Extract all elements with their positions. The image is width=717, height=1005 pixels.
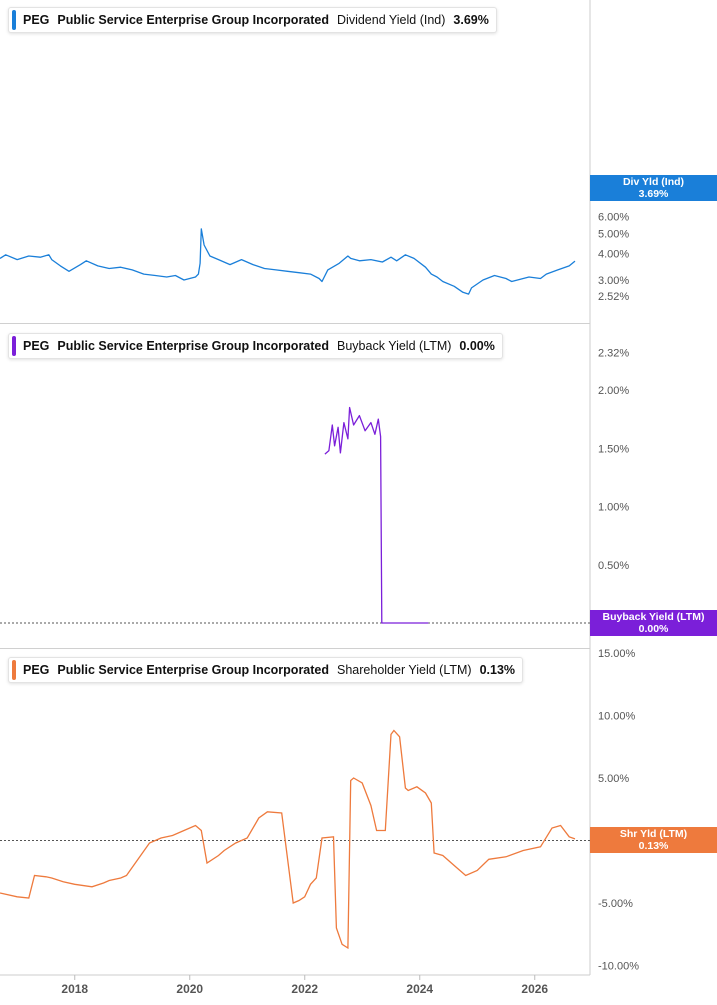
axes-layer — [0, 0, 591, 976]
shareholder-tag-value: 0.13% — [638, 840, 669, 852]
dividend-legend-company: Public Service Enterprise Group Incorpor… — [57, 13, 330, 27]
pane3-y-tick-label: -5.00% — [598, 898, 633, 910]
pane2-y-tick-label: 2.32% — [598, 348, 629, 360]
x-tick-label: 2024 — [406, 982, 433, 996]
x-axis-ticks: 2018 2020 2022 2024 2026 — [61, 975, 548, 996]
pane1-y-tick-label: 4.00% — [598, 249, 629, 261]
dividend-tag-label: Div Yld (Ind) — [622, 176, 685, 188]
shareholder-legend-swatch — [12, 660, 16, 680]
x-tick-label: 2018 — [61, 982, 88, 996]
dividend-legend-swatch — [12, 10, 16, 30]
x-tick-label: 2022 — [291, 982, 318, 996]
buyback-legend-value: 0.00% — [459, 339, 495, 353]
pane1-y-tick-label: 2.52% — [598, 291, 629, 303]
dividend-tag-value: 3.69% — [638, 188, 669, 200]
x-tick-label: 2020 — [176, 982, 203, 996]
pane1-y-tick-label: 3.00% — [598, 275, 629, 287]
pane1-y-tick-label: 6.00% — [598, 212, 629, 224]
pane3-y-tick-label: -10.00% — [598, 961, 639, 973]
pane3-y-ticks: 15.00%10.00%5.00%0.00%-5.00%-10.00% — [598, 648, 639, 973]
pane1-y-ticks: 6.00% 5.00% 4.00% 3.00% 2.52% — [598, 212, 629, 303]
pane3-y-tick-label: 5.00% — [598, 773, 629, 785]
dividend-legend: PEG Public Service Enterprise Group Inco… — [8, 7, 497, 33]
pane2-y-tick-label: 1.00% — [598, 502, 629, 514]
dividend-legend-metric: Dividend Yield (Ind) — [337, 13, 446, 27]
buyback-value-tag: Buyback Yield (LTM) 0.00% — [590, 610, 717, 636]
pane1-y-tick-label: 5.00% — [598, 228, 629, 240]
shareholder-legend-company: Public Service Enterprise Group Incorpor… — [57, 663, 330, 677]
shareholder-legend-metric: Shareholder Yield (LTM) — [337, 663, 472, 677]
buyback-legend-company: Public Service Enterprise Group Incorpor… — [57, 339, 330, 353]
dividend-value-tag: Div Yld (Ind) 3.69% — [590, 175, 717, 201]
shareholder-yield-line — [0, 729, 576, 950]
buyback-legend-swatch — [12, 336, 16, 356]
pane3-y-tick-label: 15.00% — [598, 648, 636, 660]
shareholder-legend: PEG Public Service Enterprise Group Inco… — [8, 657, 524, 683]
pane3-y-tick-label: 10.00% — [598, 711, 636, 723]
buyback-yield-line — [324, 406, 429, 624]
buyback-legend-ticker: PEG — [23, 339, 50, 353]
shareholder-legend-ticker: PEG — [23, 663, 50, 677]
buyback-tag-label: Buyback Yield (LTM) — [602, 611, 705, 623]
buyback-tag-value: 0.00% — [638, 623, 669, 635]
dividend-yield-line — [0, 228, 576, 295]
pane2-y-tick-label: 0.50% — [598, 560, 629, 572]
shareholder-tag-label: Shr Yld (LTM) — [619, 828, 688, 840]
shareholder-value-tag: Shr Yld (LTM) 0.13% — [590, 827, 717, 853]
pane2-y-ticks: 2.32% 2.00% 1.50% 1.00% 0.50% — [598, 348, 629, 572]
buyback-legend: PEG Public Service Enterprise Group Inco… — [8, 333, 503, 359]
buyback-legend-metric: Buyback Yield (LTM) — [337, 339, 452, 353]
dividend-legend-value: 3.69% — [453, 13, 489, 27]
shareholder-legend-value: 0.13% — [479, 663, 516, 677]
dividend-legend-ticker: PEG — [23, 13, 50, 27]
pane2-y-tick-label: 1.50% — [598, 443, 629, 455]
pane2-y-tick-label: 2.00% — [598, 385, 629, 397]
x-tick-label: 2026 — [521, 982, 548, 996]
